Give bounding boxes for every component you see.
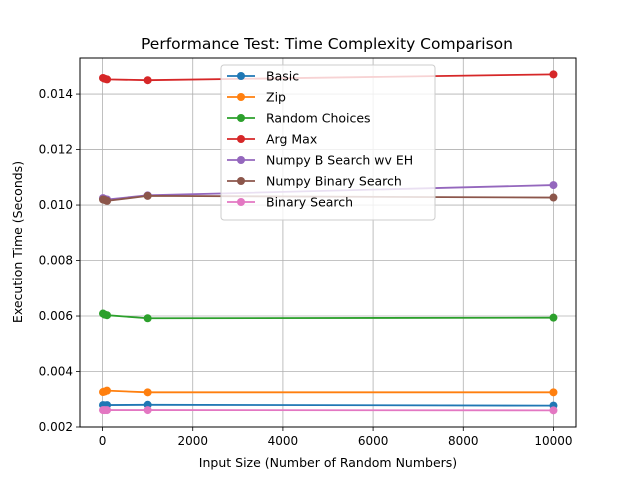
legend-label: Random Choices	[266, 111, 371, 126]
legend-box	[220, 64, 436, 221]
legend: Basic Zip Random Choices Arg Max Numpy B Sea…	[220, 64, 436, 221]
legend-item: Numpy B Search wv EH	[227, 153, 413, 168]
chart-title: Performance Test: Time Complexity Compar…	[141, 35, 513, 53]
data-point	[549, 313, 558, 322]
data-point	[549, 388, 558, 397]
legend-label: Zip	[266, 90, 286, 105]
legend-marker	[237, 198, 245, 206]
data-point	[143, 388, 152, 397]
y-tick-label: 0.008	[39, 254, 73, 268]
x-tick-label: 8000	[448, 434, 479, 448]
series-binary-search	[98, 406, 558, 415]
x-tick-label: 10000	[534, 434, 572, 448]
data-point	[549, 406, 558, 415]
legend-item: Zip	[227, 90, 286, 105]
data-point	[103, 75, 112, 84]
x-axis-label: Input Size (Number of Random Numbers)	[199, 455, 457, 470]
x-axis-ticks: 0 2000 4000 6000 8000 10000	[99, 427, 573, 448]
data-point	[143, 191, 152, 200]
data-point	[549, 70, 558, 79]
data-point	[143, 76, 152, 85]
legend-marker	[237, 156, 245, 164]
plot-frame	[79, 57, 577, 428]
data-point	[143, 406, 152, 415]
y-tick-label: 0.014	[39, 87, 73, 101]
legend-label: Numpy B Search wv EH	[266, 153, 413, 168]
legend-marker	[237, 93, 245, 101]
data-point	[103, 406, 112, 415]
x-tick-label: 2000	[177, 434, 208, 448]
legend-label: Numpy Binary Search	[266, 174, 402, 189]
data-point	[143, 314, 152, 323]
legend-item: Basic	[227, 69, 299, 84]
data-point	[549, 193, 558, 202]
series-zip	[98, 386, 558, 397]
x-tick-label: 4000	[268, 434, 299, 448]
legend-item: Numpy Binary Search	[227, 174, 402, 189]
legend-marker	[237, 114, 245, 122]
y-axis-label: Execution Time (Seconds)	[10, 161, 25, 323]
series-line	[102, 389, 554, 394]
data-point	[549, 181, 558, 190]
legend-label: Binary Search	[266, 195, 353, 210]
data-point	[103, 386, 112, 395]
legend-label: Basic	[266, 69, 299, 84]
legend-item: Binary Search	[227, 195, 353, 210]
y-tick-label: 0.012	[39, 143, 73, 157]
legend-marker	[237, 177, 245, 185]
data-point	[103, 311, 112, 320]
y-tick-label: 0.010	[39, 198, 73, 212]
x-tick-label: 0	[99, 434, 107, 448]
legend-label: Arg Max	[266, 132, 317, 147]
series-basic	[98, 400, 558, 410]
legend-marker	[237, 72, 245, 80]
x-tick-label: 6000	[358, 434, 389, 448]
y-tick-label: 0.004	[39, 365, 73, 379]
data-point	[103, 196, 112, 205]
y-tick-label: 0.002	[39, 420, 73, 434]
y-axis-ticks: 0.002 0.004 0.006 0.008 0.010 0.012 0.014	[39, 87, 80, 434]
y-tick-label: 0.006	[39, 309, 73, 323]
legend-marker	[237, 135, 245, 143]
series-random-choices	[98, 309, 558, 323]
legend-item: Arg Max	[227, 132, 317, 147]
legend-item: Random Choices	[227, 111, 371, 126]
series-line	[102, 403, 554, 407]
